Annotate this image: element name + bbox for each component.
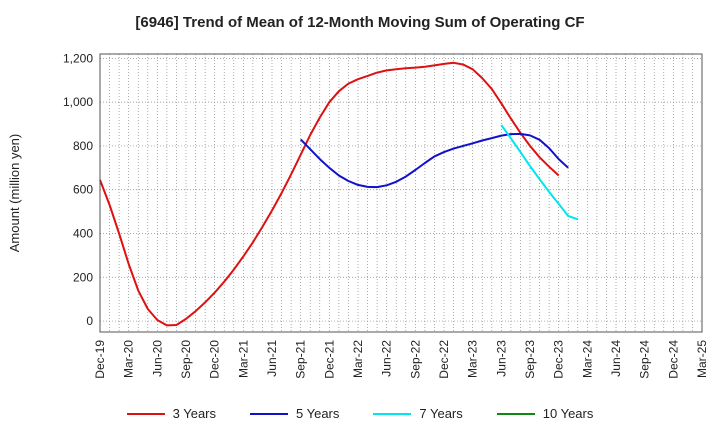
x-tick-label: Sep-21 [294, 340, 308, 379]
legend-item-3-years: 3 Years [126, 406, 216, 421]
series-line-7-years [500, 124, 579, 221]
series-line-3-years [99, 61, 560, 327]
y-tick-label: 1,200 [63, 51, 93, 65]
x-tick-labels: Dec-19 Mar-20 Jun-20 Sep-20 Dec-20 Mar-21 Jun-… [93, 340, 709, 379]
legend-swatch [373, 412, 412, 415]
x-tick-label: Dec-21 [322, 340, 336, 379]
y-tick-label: 800 [73, 139, 93, 153]
x-tick-label: Mar-23 [466, 340, 480, 378]
x-tick-label: Jun-21 [265, 340, 279, 377]
y-tick-label: 0 [86, 314, 93, 328]
legend-item-10-years: 10 Years [496, 406, 594, 421]
plot-frame [99, 53, 703, 333]
y-tick-label: 400 [73, 226, 93, 240]
x-tick-label: Mar-25 [695, 340, 709, 378]
x-tick-label: Sep-22 [408, 340, 422, 379]
x-tick-label: Dec-20 [208, 340, 222, 379]
x-tick-label: Dec-24 [666, 340, 680, 379]
y-tick-label: 1,000 [63, 95, 93, 109]
legend-label: 10 Years [542, 406, 594, 421]
x-tick-label: Mar-20 [122, 340, 136, 378]
legend-label: 3 Years [172, 406, 216, 421]
x-tick-label: Dec-22 [437, 340, 451, 379]
x-tick-label: Sep-20 [179, 340, 193, 379]
legend-label: 7 Years [419, 406, 463, 421]
y-tick-labels: 0 200 400 600 800 1,000 1,200 [63, 51, 93, 328]
y-axis-label: Amount (million yen) [7, 134, 22, 253]
y-tick-label: 200 [73, 270, 93, 284]
x-tick-label: Mar-21 [236, 340, 250, 378]
x-tick-label: Jun-24 [609, 340, 623, 377]
x-tick-label: Sep-23 [523, 340, 537, 379]
chart-title: [6946] Trend of Mean of 12-Month Moving … [135, 14, 585, 31]
x-tick-label: Mar-22 [351, 340, 365, 378]
series-line-5-years [299, 132, 569, 189]
x-tick-label: Jun-20 [150, 340, 164, 377]
legend-item-5-years: 5 Years [250, 406, 339, 421]
x-tick-label: Mar-24 [580, 340, 594, 378]
x-tick-label: Sep-24 [638, 340, 652, 379]
legend-label: 5 Years [296, 406, 340, 421]
legend-swatch [496, 412, 535, 415]
legend-swatch [250, 412, 288, 415]
x-tick-label: Dec-23 [552, 340, 566, 379]
series-layer [99, 61, 579, 327]
legend: 3 Years 5 Years 7 Years 10 Years [0, 406, 720, 421]
legend-item-7-years: 7 Years [373, 406, 463, 421]
x-tick-label: Jun-22 [380, 340, 394, 377]
x-tick-label: Dec-19 [93, 340, 107, 379]
x-tick-label: Jun-23 [494, 340, 508, 377]
y-tick-label: 600 [73, 183, 93, 197]
grid-layer [100, 54, 702, 332]
legend-swatch [126, 412, 165, 415]
